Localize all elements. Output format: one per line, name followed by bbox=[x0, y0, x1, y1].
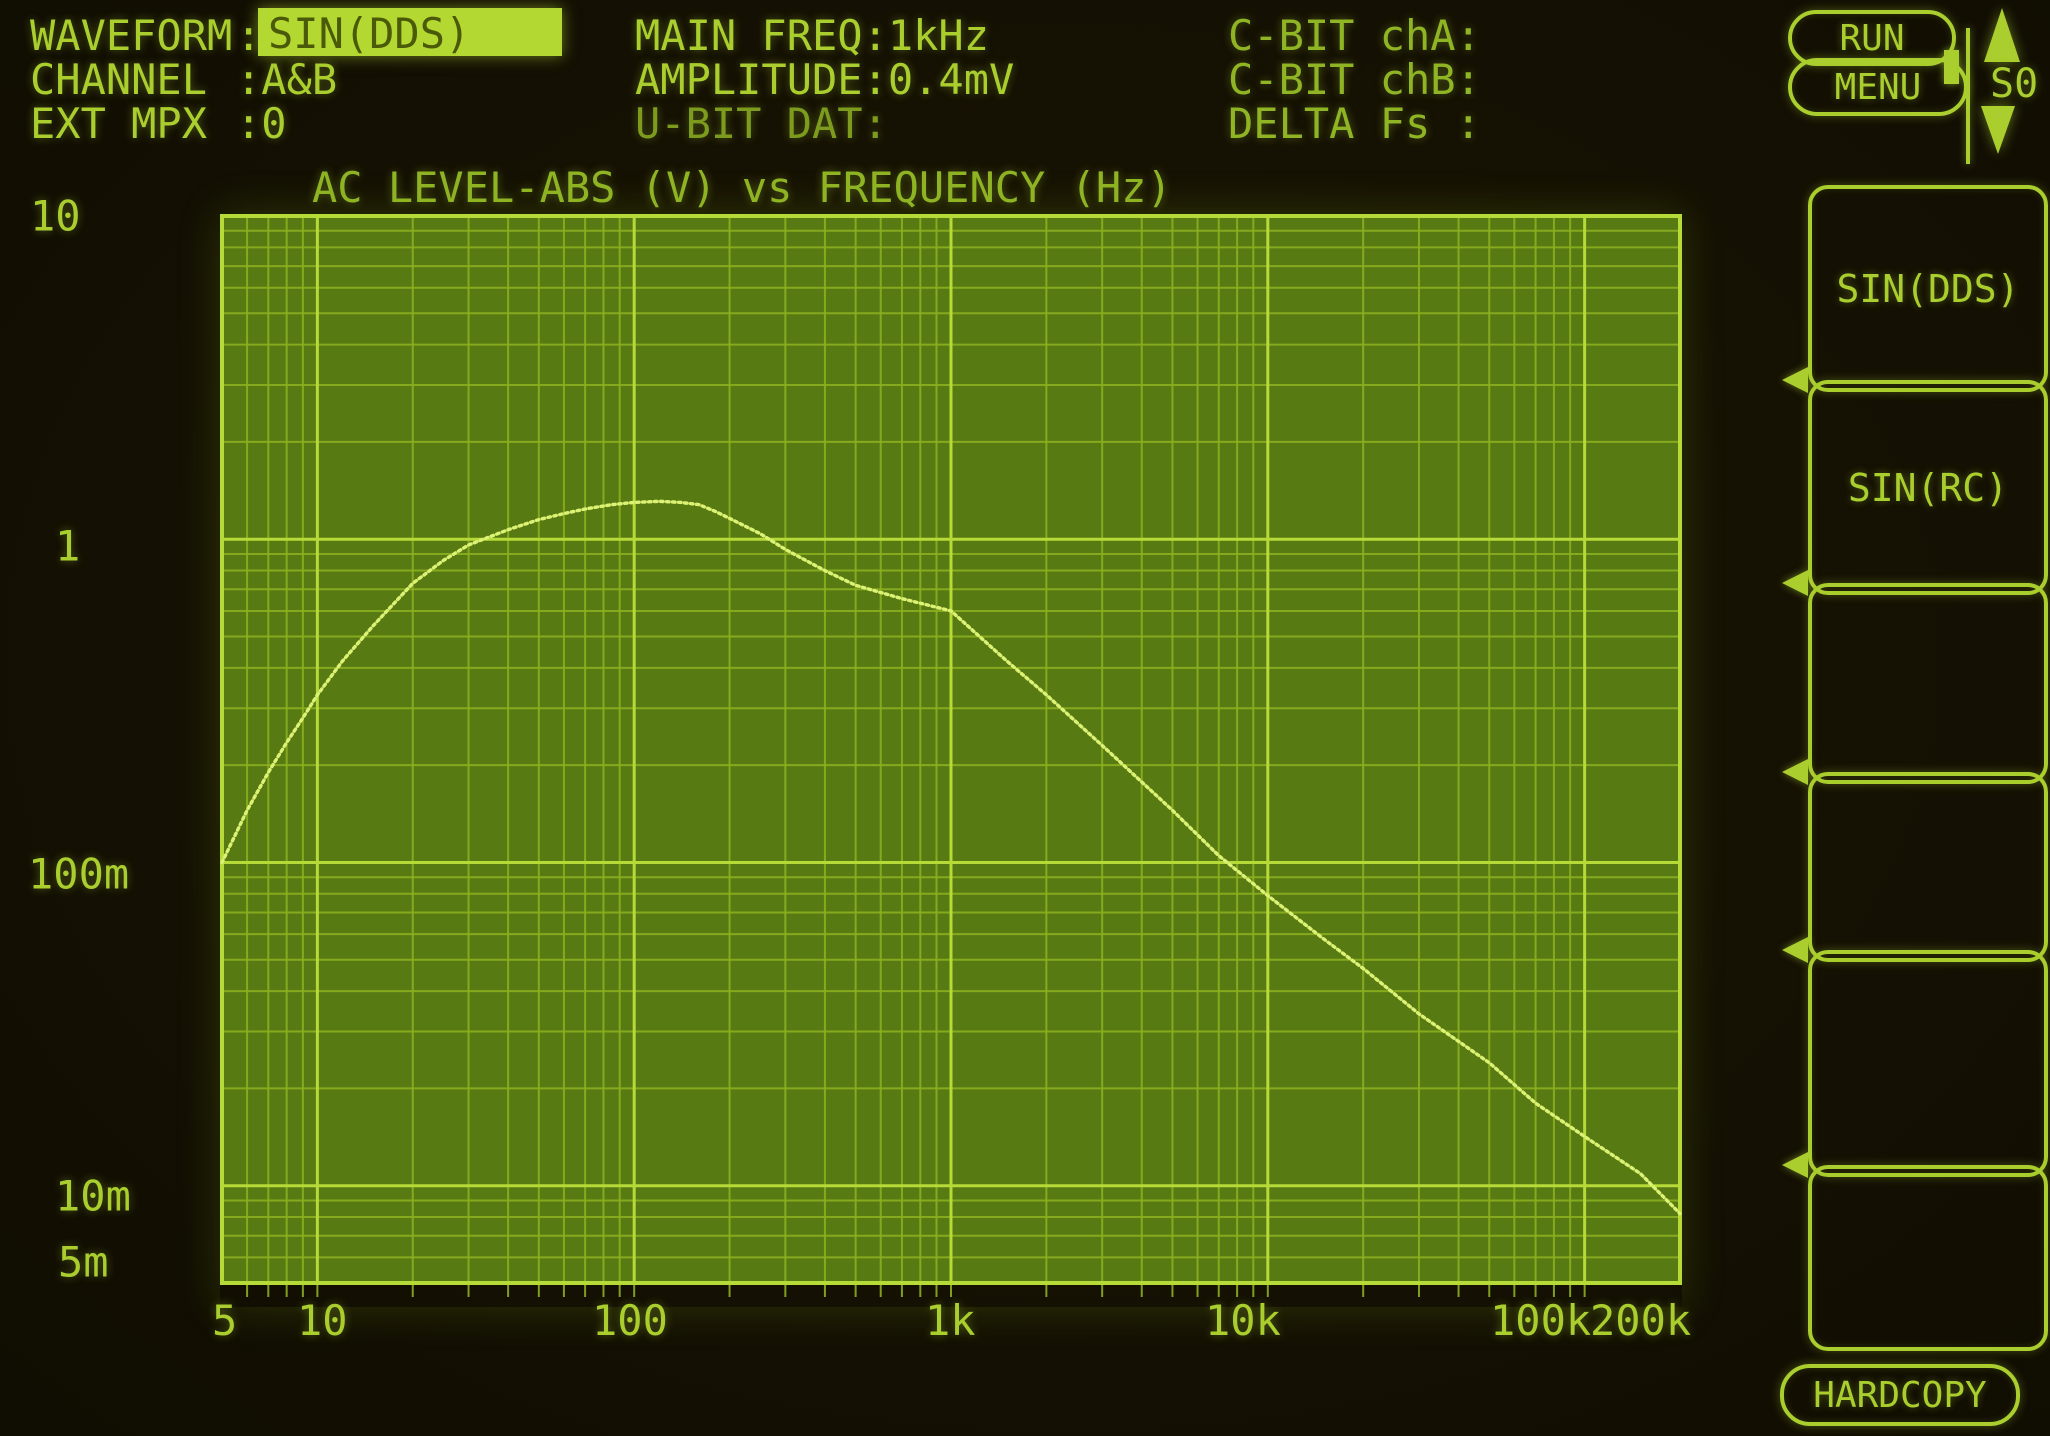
softkey-5[interactable] bbox=[1808, 950, 2048, 1177]
chart-title: AC LEVEL-ABS (V) vs FREQUENCY (Hz) bbox=[312, 163, 1172, 212]
page-indicator: S0 bbox=[1990, 61, 2039, 107]
y-axis-tick-label: 1 bbox=[55, 521, 81, 571]
hardcopy-button-label: HARDCOPY bbox=[1813, 1374, 1987, 1416]
x-axis-tick-label: 100k bbox=[1490, 1296, 1592, 1345]
scroll-down-icon[interactable] bbox=[1981, 106, 2015, 154]
softkey-4[interactable] bbox=[1808, 772, 2048, 962]
response-curve bbox=[220, 499, 1682, 1216]
waveform-value-highlight[interactable]: SIN(DDS) bbox=[258, 8, 562, 58]
x-axis-tick-label: 5 bbox=[212, 1296, 238, 1345]
frequency-response-plot bbox=[220, 214, 1682, 1307]
x-axis-tick-label: 10 bbox=[297, 1296, 348, 1345]
softkey-2-sin-rc[interactable]: SIN(RC) bbox=[1808, 380, 2048, 595]
hardcopy-button[interactable]: HARDCOPY bbox=[1780, 1364, 2020, 1426]
waveform-label: WAVEFORM bbox=[30, 11, 233, 60]
plot-border bbox=[220, 214, 1682, 1285]
softkey-1-sin-dds[interactable]: SIN(DDS) bbox=[1808, 185, 2048, 392]
waveform-separator: : bbox=[236, 11, 262, 60]
softkey-separator-notch bbox=[1782, 937, 1808, 963]
softkey-2-label: SIN(RC) bbox=[1847, 465, 2009, 510]
softkey-separator-notch bbox=[1782, 367, 1808, 393]
y-axis-tick-label: 10 bbox=[30, 191, 81, 241]
menu-button-label: MENU bbox=[1834, 66, 1922, 108]
scroll-marker bbox=[1944, 50, 1959, 84]
x-axis-tick-label: 200k bbox=[1590, 1296, 1692, 1345]
y-axis-tick-label: 100m bbox=[28, 849, 130, 899]
softkey-6[interactable] bbox=[1808, 1165, 2048, 1351]
x-axis-tick-label: 10k bbox=[1205, 1296, 1281, 1345]
softkey-separator-notch bbox=[1782, 759, 1808, 785]
softkey-separator-notch bbox=[1782, 1152, 1808, 1178]
u-bit-dat-field: U-BIT DAT: bbox=[635, 99, 888, 148]
channel-label: CHANNEL bbox=[30, 55, 208, 104]
plot-canvas bbox=[220, 214, 1682, 1297]
y-axis-tick-label: 5m bbox=[58, 1237, 109, 1287]
c-bit-chb-field: C-BIT chB: bbox=[1228, 55, 1481, 104]
x-axis-tick-label: 100 bbox=[592, 1296, 668, 1345]
main-freq-field[interactable]: MAIN FREQ:1kHz bbox=[635, 11, 990, 60]
scroll-track bbox=[1966, 28, 1970, 164]
waveform-value: SIN(DDS) bbox=[268, 9, 471, 58]
y-axis-tick-label: 10m bbox=[55, 1171, 131, 1221]
softkey-3[interactable] bbox=[1808, 583, 2048, 784]
amplitude-field[interactable]: AMPLITUDE:0.4mV bbox=[635, 55, 1015, 104]
x-axis-tick-label: 1k bbox=[925, 1296, 976, 1345]
run-button-label: RUN bbox=[1839, 17, 1905, 59]
delta-fs-field: DELTA Fs : bbox=[1228, 99, 1481, 148]
ext-mpx-value[interactable]: :0 bbox=[236, 99, 287, 148]
run-button[interactable]: RUN bbox=[1788, 10, 1956, 66]
ext-mpx-label: EXT MPX bbox=[30, 99, 208, 148]
scroll-up-icon[interactable] bbox=[1984, 8, 2020, 62]
menu-button[interactable]: MENU bbox=[1788, 58, 1968, 116]
c-bit-cha-field: C-BIT chA: bbox=[1228, 11, 1481, 60]
softkey-1-label: SIN(DDS) bbox=[1836, 266, 2020, 311]
softkey-separator-notch bbox=[1782, 570, 1808, 596]
channel-value[interactable]: :A&B bbox=[236, 55, 338, 104]
